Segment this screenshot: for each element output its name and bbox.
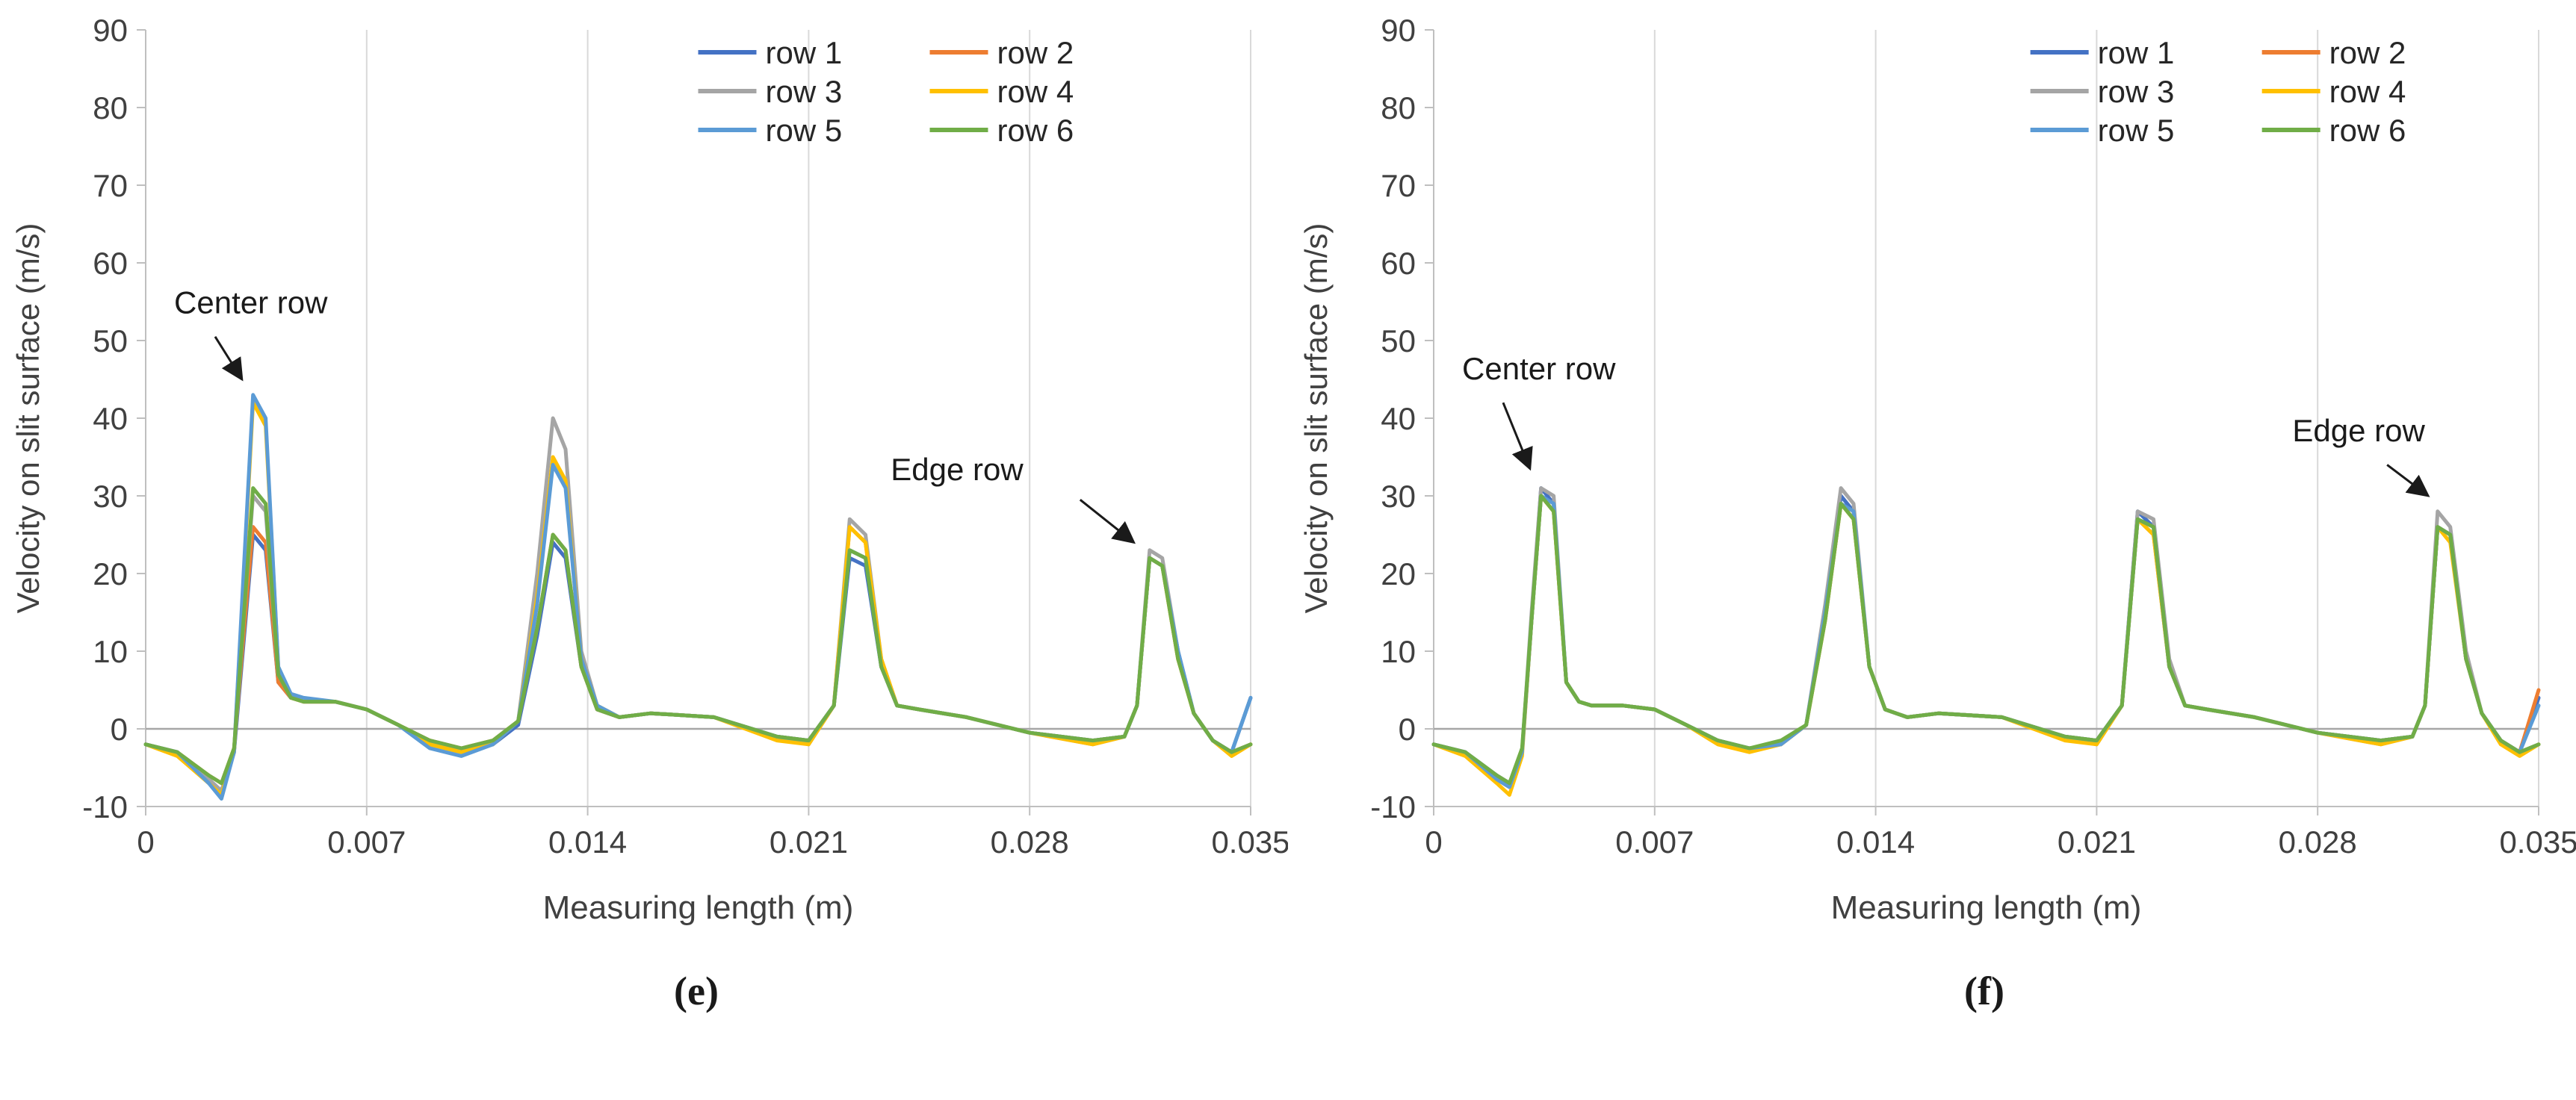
annotation-arrow — [1502, 402, 1533, 471]
legend-item-row-6: row 6 — [929, 113, 1074, 148]
panel-f: -10 0 10 20 30 40 50 60 70 80 90 0 0.007 0.014 0.021 0.… — [1288, 0, 2576, 1014]
annotation-text: Edge row — [2292, 413, 2425, 448]
annotation-arrow — [2386, 464, 2430, 497]
y-tick-label: 30 — [93, 479, 128, 514]
legend-label: row 5 — [2098, 113, 2175, 148]
legend-label: row 3 — [2098, 74, 2175, 109]
legend-item-row-2: row 2 — [929, 35, 1074, 70]
legend-item-row-6: row 6 — [2261, 113, 2406, 148]
annotation-text: Center row — [174, 285, 328, 320]
y-tick-label: 40 — [93, 401, 128, 436]
panel-e: -10 0 10 20 30 40 50 60 70 80 90 0 0.007 0.014 0.021 0.… — [0, 0, 1288, 1014]
x-tick-label: 0.028 — [2279, 824, 2357, 860]
y-tick-label: 50 — [93, 323, 128, 358]
x-tick-label: 0 — [1425, 824, 1442, 860]
tick-labels: -10 0 10 20 30 40 50 60 70 80 90 0 0.007 0.014 0.021 0.… — [82, 13, 1288, 860]
y-tick-label: 60 — [1381, 246, 1416, 281]
annotation-center-row: Center row — [1462, 351, 1616, 471]
annotation-arrow — [1079, 499, 1136, 544]
y-tick-label: 20 — [93, 556, 128, 591]
legend-item-row-4: row 4 — [929, 74, 1074, 109]
y-tick-label: 10 — [1381, 634, 1416, 669]
y-tick-label: 50 — [1381, 323, 1416, 358]
y-tick-label: 0 — [1399, 712, 1416, 747]
annotation-arrow — [214, 336, 244, 382]
y-tick-label: 70 — [1381, 168, 1416, 203]
y-tick-label: 60 — [93, 246, 128, 281]
panel-label-f: (f) — [1964, 969, 2004, 1013]
legend-item-row-5: row 5 — [2030, 113, 2175, 148]
legend: row 1 row 2 row 3 row 4 row 5 row 6 — [2030, 35, 2406, 148]
y-tick-label: 90 — [93, 13, 128, 48]
annotation-edge-row: Edge row — [2292, 413, 2430, 497]
x-tick-label: 0 — [137, 824, 154, 860]
legend-label: row 4 — [2329, 74, 2406, 109]
y-tick-label: 80 — [1381, 90, 1416, 125]
series-line-row-4 — [1431, 494, 2541, 797]
annotation-center-row: Center row — [174, 285, 328, 382]
x-tick-label: 0.007 — [327, 824, 406, 860]
legend-item-row-5: row 5 — [698, 113, 843, 148]
axes — [1425, 29, 2539, 815]
x-tick-label: 0.014 — [548, 824, 627, 860]
x-axis-title: Measuring length (m) — [1831, 889, 2142, 926]
y-tick-label: -10 — [1370, 789, 1416, 824]
x-tick-label: 0.021 — [770, 824, 848, 860]
x-tick-label: 0.007 — [1615, 824, 1694, 860]
tick-labels: -10 0 10 20 30 40 50 60 70 80 90 0 0.007 0.014 0.021 0.… — [1370, 13, 2576, 860]
x-tick-label: 0.028 — [991, 824, 1069, 860]
legend-label: row 2 — [997, 35, 1074, 70]
legend-label: row 2 — [2329, 35, 2406, 70]
legend-label: row 4 — [997, 74, 1074, 109]
annotations: Center row Edge row — [1462, 351, 2430, 497]
legend-item-row-4: row 4 — [2261, 74, 2406, 109]
legend-label: row 6 — [2329, 113, 2406, 148]
series-lines — [1431, 486, 2541, 797]
legend-item-row-3: row 3 — [2030, 74, 2175, 109]
annotation-text: Edge row — [891, 452, 1024, 487]
x-axis-title: Measuring length (m) — [543, 889, 854, 926]
x-tick-label: 0.035 — [2499, 824, 2576, 860]
series-line-row-4 — [143, 400, 1253, 797]
y-tick-label: 90 — [1381, 13, 1416, 48]
y-tick-label: -10 — [82, 789, 128, 824]
y-axis-title: Velocity on slit surface (m/s) — [1298, 223, 1334, 614]
legend-item-row-1: row 1 — [2030, 35, 2175, 70]
annotation-text: Center row — [1462, 351, 1616, 386]
legend-label: row 3 — [766, 74, 843, 109]
legend-label: row 5 — [766, 113, 843, 148]
y-tick-label: 30 — [1381, 479, 1416, 514]
x-tick-label: 0.021 — [2058, 824, 2136, 860]
y-tick-label: 40 — [1381, 401, 1416, 436]
legend-item-row-2: row 2 — [2261, 35, 2406, 70]
series-line-row-6 — [1431, 494, 2541, 786]
legend-label: row 1 — [2098, 35, 2175, 70]
panel-label-e: (e) — [674, 969, 719, 1013]
y-tick-label: 20 — [1381, 556, 1416, 591]
legend-item-row-3: row 3 — [698, 74, 843, 109]
y-tick-label: 70 — [93, 168, 128, 203]
series-line-row-3 — [143, 416, 1253, 793]
y-axis-title: Velocity on slit surface (m/s) — [10, 223, 46, 614]
series-line-row-6 — [143, 486, 1253, 786]
chart-e-canvas: -10 0 10 20 30 40 50 60 70 80 90 0 0.007 0.014 0.021 0.… — [10, 13, 1288, 926]
legend: row 1 row 2 row 3 row 4 row 5 row 6 — [698, 35, 1074, 148]
annotations: Center row Edge row — [174, 285, 1136, 544]
y-tick-label: 80 — [93, 90, 128, 125]
legend-item-row-1: row 1 — [698, 35, 843, 70]
legend-label: row 1 — [766, 35, 843, 70]
series-lines — [143, 393, 1253, 801]
axes — [137, 29, 1251, 815]
y-tick-label: 0 — [111, 712, 128, 747]
y-tick-label: 10 — [93, 634, 128, 669]
legend-label: row 6 — [997, 113, 1074, 148]
chart-f-canvas: -10 0 10 20 30 40 50 60 70 80 90 0 0.007 0.014 0.021 0.… — [1298, 13, 2576, 926]
series-line-row-1 — [143, 532, 1253, 793]
x-tick-label: 0.035 — [1211, 824, 1288, 860]
x-tick-label: 0.014 — [1836, 824, 1915, 860]
annotation-edge-row: Edge row — [891, 452, 1136, 544]
gridlines — [145, 30, 1251, 807]
